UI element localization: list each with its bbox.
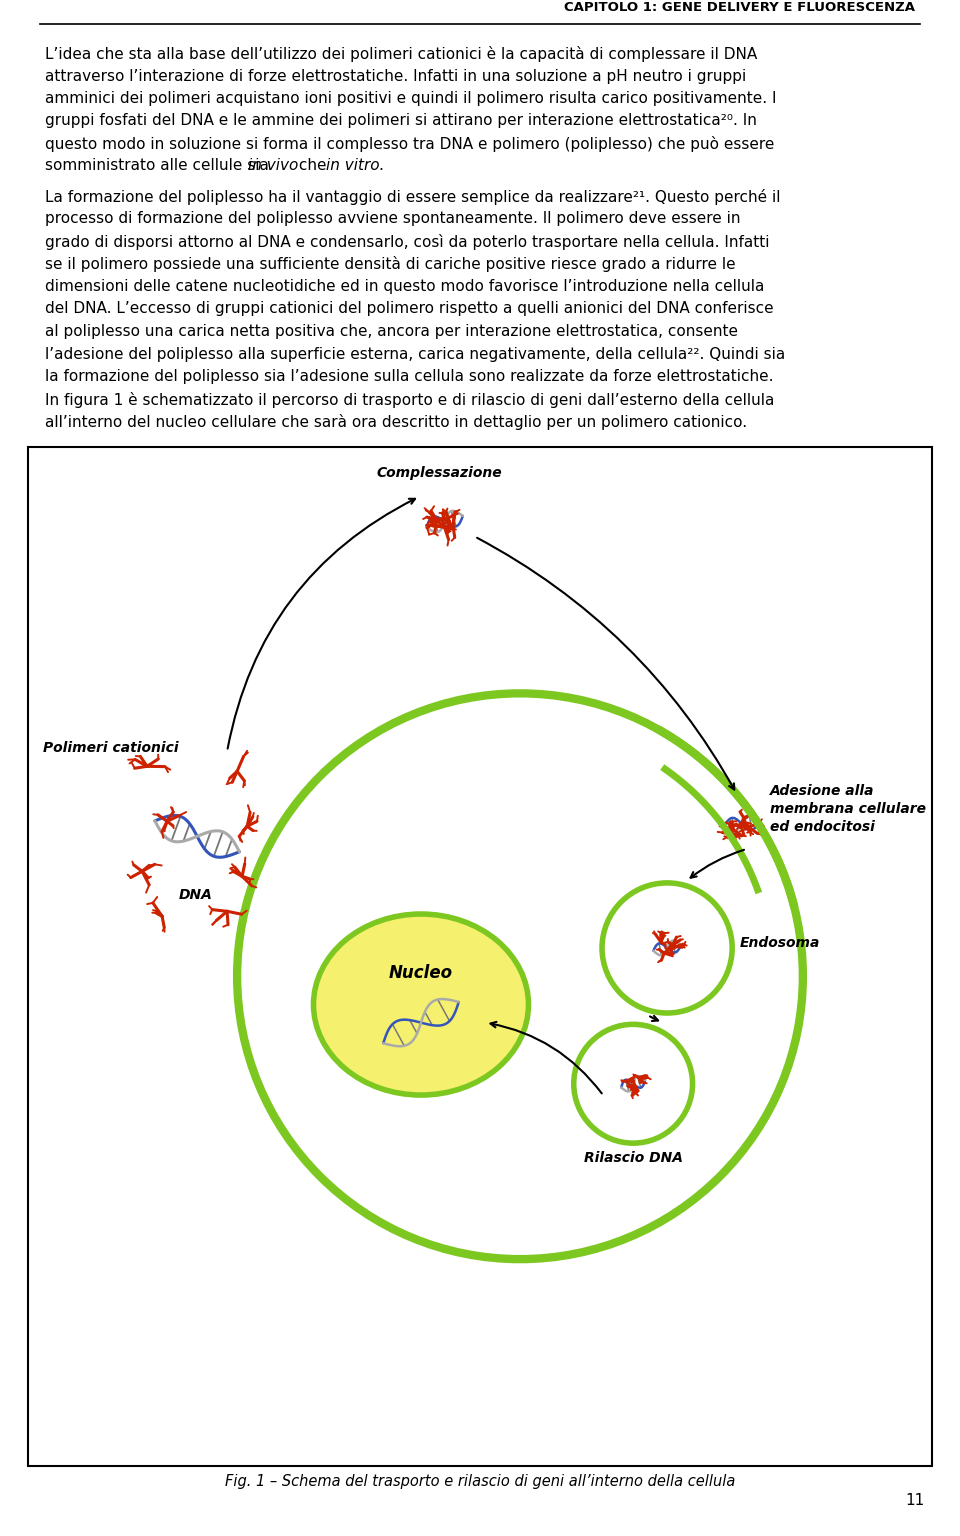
Text: la formazione del poliplesso sia l’adesione sulla cellula sono realizzate da for: la formazione del poliplesso sia l’adesi… [45, 369, 774, 384]
Text: che: che [294, 158, 331, 174]
Text: al poliplesso una carica netta positiva che, ancora per interazione elettrostati: al poliplesso una carica netta positiva … [45, 324, 738, 339]
Text: CAPITOLO 1: GENE DELIVERY E FLUORESCENZA: CAPITOLO 1: GENE DELIVERY E FLUORESCENZA [564, 2, 915, 14]
Text: se il polimero possiede una sufficiente densità di cariche positive riesce grado: se il polimero possiede una sufficiente … [45, 257, 735, 272]
Text: 11: 11 [905, 1493, 925, 1508]
Text: questo modo in soluzione si forma il complesso tra DNA e polimero (poliplesso) c: questo modo in soluzione si forma il com… [45, 137, 775, 152]
Circle shape [237, 693, 803, 1260]
Text: Polimeri cationici: Polimeri cationici [43, 742, 179, 756]
Text: Complessazione: Complessazione [377, 467, 502, 481]
Text: all’interno del nucleo cellulare che sarà ora descritto in dettaglio per un poli: all’interno del nucleo cellulare che sar… [45, 415, 747, 430]
Text: grado di disporsi attorno al DNA e condensarlo, così da poterlo trasportare nell: grado di disporsi attorno al DNA e conde… [45, 233, 770, 250]
Text: attraverso l’interazione di forze elettrostatiche. Infatti in una soluzione a pH: attraverso l’interazione di forze elettr… [45, 69, 746, 83]
Text: l’adesione del poliplesso alla superficie esterna, carica negativamente, della c: l’adesione del poliplesso alla superfici… [45, 347, 785, 361]
Text: Endosoma: Endosoma [740, 935, 821, 949]
Text: Rilascio DNA: Rilascio DNA [584, 1150, 683, 1166]
Text: In figura 1 è schematizzato il percorso di trasporto e di rilascio di geni dall’: In figura 1 è schematizzato il percorso … [45, 392, 775, 407]
Text: amminici dei polimeri acquistano ioni positivi e quindi il polimero risulta cari: amminici dei polimeri acquistano ioni po… [45, 91, 777, 106]
Bar [28, 447, 932, 1465]
Text: Nucleo: Nucleo [389, 965, 453, 982]
Text: La formazione del poliplesso ha il vantaggio di essere semplice da realizzare²¹.: La formazione del poliplesso ha il vanta… [45, 189, 780, 204]
Text: somministrato alle cellule sia: somministrato alle cellule sia [45, 158, 274, 174]
Text: L’idea che sta alla base dell’utilizzo dei polimeri cationici è la capacità di c: L’idea che sta alla base dell’utilizzo d… [45, 46, 757, 61]
Text: processo di formazione del poliplesso avviene spontaneamente. Il polimero deve e: processo di formazione del poliplesso av… [45, 212, 740, 226]
Circle shape [602, 883, 732, 1014]
Text: del DNA. L’eccesso di gruppi cationici del polimero rispetto a quelli anionici d: del DNA. L’eccesso di gruppi cationici d… [45, 301, 774, 316]
Ellipse shape [314, 914, 529, 1095]
Text: dimensioni delle catene nucleotidiche ed in questo modo favorisce l’introduzione: dimensioni delle catene nucleotidiche ed… [45, 280, 764, 293]
Text: gruppi fosfati del DNA e le ammine dei polimeri si attirano per interazione elet: gruppi fosfati del DNA e le ammine dei p… [45, 114, 756, 129]
Text: in vivo: in vivo [248, 158, 299, 174]
Text: in vitro: in vitro [326, 158, 380, 174]
Text: .: . [379, 158, 384, 174]
Text: DNA: DNA [180, 888, 213, 902]
Text: Fig. 1 – Schema del trasporto e rilascio di geni all’interno della cellula: Fig. 1 – Schema del trasporto e rilascio… [225, 1475, 735, 1488]
Circle shape [574, 1025, 692, 1143]
Text: Adesione alla
membrana cellulare
ed endocitosi: Adesione alla membrana cellulare ed endo… [770, 783, 925, 834]
